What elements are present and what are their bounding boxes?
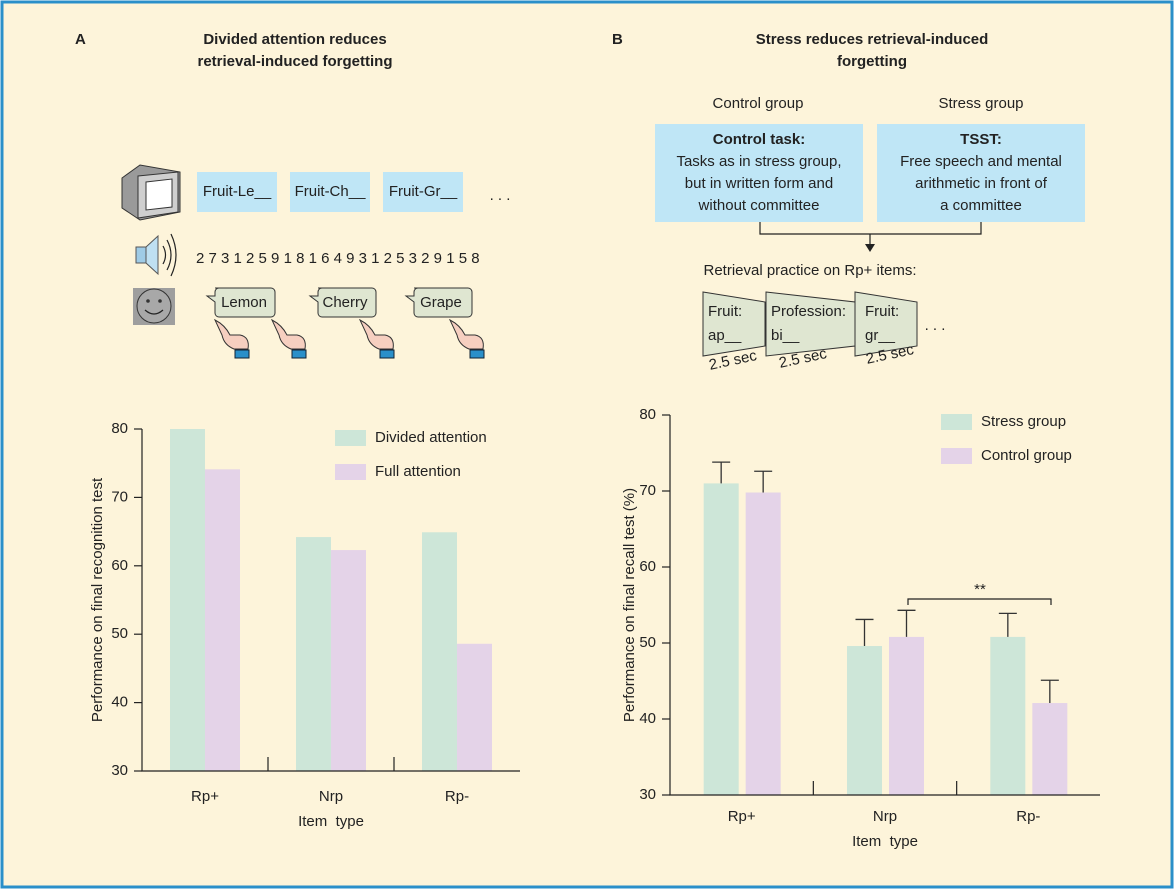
bar [847,646,882,795]
task-text: but in written form and [685,175,833,192]
bar [170,429,205,771]
bar [422,532,457,771]
x-axis-label: Item type [298,813,364,830]
legend-swatch [941,414,972,430]
x-tick-label: Rp- [1016,808,1040,825]
task-text: a committee [940,197,1022,214]
y-tick-label: 50 [111,625,128,642]
x-tick-label: Rp+ [191,788,219,805]
screen-item-box [290,172,370,212]
bar [457,643,492,771]
legend-swatch [335,464,366,480]
card-text: Fruit: [865,303,899,320]
speech-bubbles [205,287,473,318]
screen-item: Fruit-Le__ [203,183,272,200]
panel-label: A [75,31,86,48]
speech-text: Grape [420,294,462,311]
panel-title: forgetting [837,53,907,70]
bar [703,483,739,795]
legend-label: Control group [981,447,1072,464]
error-bar [712,461,731,484]
ellipsis: . . . [925,317,946,334]
bar [745,492,781,795]
y-tick-label: 30 [639,786,656,803]
task-box [655,124,863,222]
y-tick-label: 30 [111,762,128,779]
group-name: Stress group [938,95,1023,112]
card-text: bi__ [771,327,800,344]
legend-label: Stress group [981,413,1066,430]
screen-item-box [383,172,463,212]
y-tick-label: 80 [639,406,656,423]
y-tick-label: 70 [111,488,128,505]
speech-text: Lemon [221,294,267,311]
card-text: gr__ [865,327,896,344]
x-tick-label: Rp- [445,788,469,805]
legend-swatch [941,448,972,464]
monitor-icon [121,164,181,221]
ellipsis: . . . [490,187,511,204]
bar [889,636,924,795]
significance-label: ** [974,581,986,598]
y-tick-label: 40 [639,710,656,727]
practice-title: Retrieval practice on Rp+ items: [703,262,916,279]
group-name: Control group [713,95,804,112]
cards [702,291,918,357]
x-tick-label: Nrp [319,788,343,805]
panel-title: Divided attention reduces [203,31,386,48]
y-tick-label: 70 [639,482,656,499]
legend-swatch [335,430,366,446]
screen-item-box [197,172,277,212]
error-bar [998,612,1017,637]
bar [331,550,366,771]
screen-item: Fruit-Ch__ [295,183,367,200]
task-text: Free speech and mental [900,153,1062,170]
screen-item: Fruit-Gr__ [389,183,458,200]
task-title: Control task: [713,131,806,148]
y-tick-label: 50 [639,634,656,651]
legend-label: Divided attention [375,429,487,446]
face-icon [133,288,175,325]
card-text: Fruit: [708,303,742,320]
task-text: without committee [698,197,820,214]
panel-title: retrieval-induced forgetting [197,53,392,70]
card-text: Profession: [771,303,846,320]
significance-bracket [907,598,1052,605]
task-title: TSST: [960,131,1002,148]
legend-label: Full attention [375,463,461,480]
speaker-icon [135,233,177,277]
task-text: Tasks as in stress group, [676,153,841,170]
arrowhead [865,244,875,252]
task-text: arithmetic in front of [915,175,1048,192]
bar [1032,703,1068,795]
error-bar [855,618,874,647]
digit-stream: 2 7 3 1 2 5 9 1 8 1 6 4 9 3 1 2 5 3 2 9 … [196,250,480,267]
hand-icons [213,318,485,359]
panel-title: Stress reduces retrieval-induced [756,31,989,48]
x-tick-label: Nrp [873,808,897,825]
speech-text: Cherry [322,294,368,311]
y-tick-label: 40 [111,694,128,711]
bar [205,469,240,771]
y-tick-label: 80 [111,420,128,437]
error-bar [1040,679,1059,704]
error-bar [897,609,916,637]
y-tick-label: 60 [639,558,656,575]
bar [296,537,331,771]
task-box [877,124,1085,222]
error-bar [754,470,773,493]
y-axis-label: Performance on final recall test (%) [621,488,638,722]
card-text: ap__ [708,327,742,344]
y-axis-label: Performance on final recognition test [89,477,106,722]
y-tick-label: 60 [111,557,128,574]
x-tick-label: Rp+ [728,808,756,825]
bar [990,636,1026,795]
x-axis-label: Item type [852,833,918,850]
panel-label: B [612,31,623,48]
